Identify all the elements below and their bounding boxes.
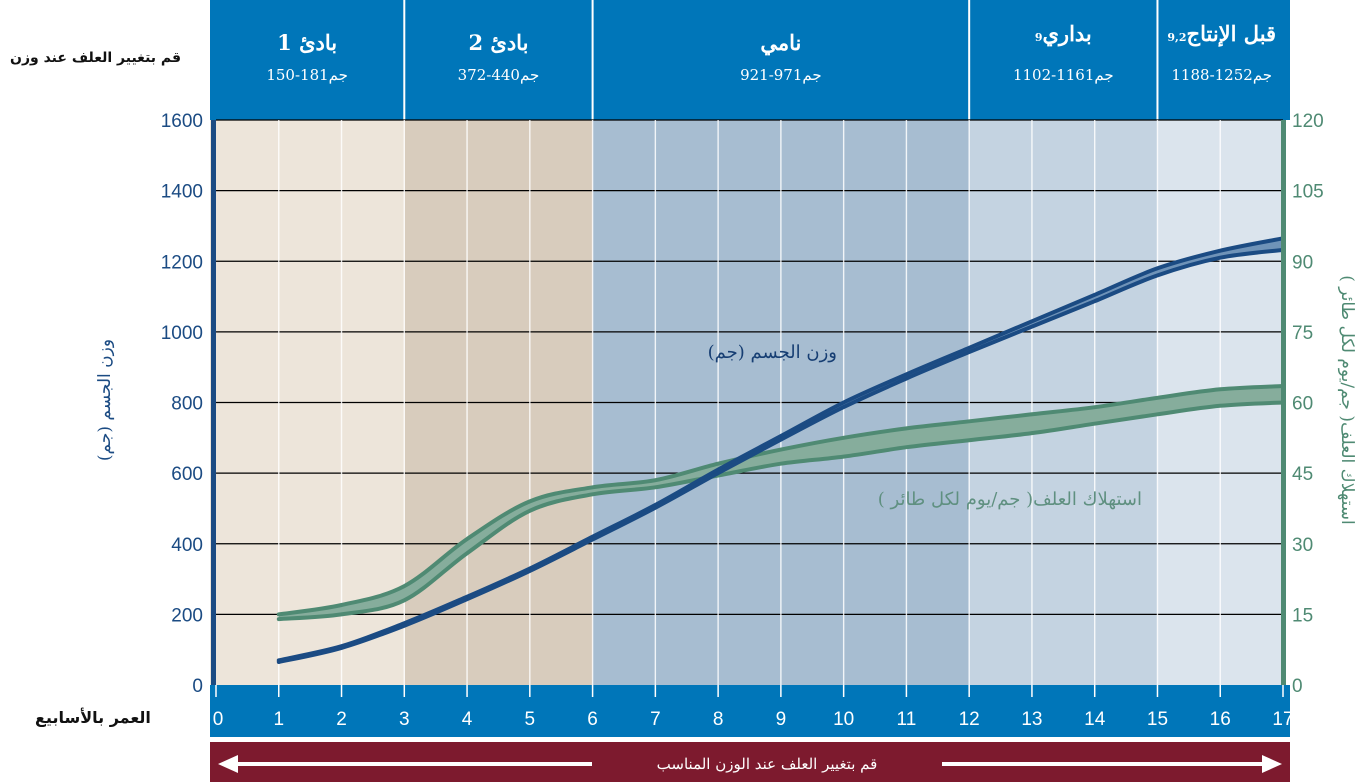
right-axis-bar xyxy=(1281,120,1286,685)
right-axis-title: استهلاك العلف( جم/يوم لكل طائر ) xyxy=(1337,275,1357,525)
y-tick-label-left: 1200 xyxy=(161,252,203,273)
feed-upper-line xyxy=(276,384,1285,617)
y-tick-label-right: 30 xyxy=(1292,535,1313,556)
y-tick-label-left: 800 xyxy=(171,394,203,415)
x-tick-label: 1 xyxy=(273,709,284,730)
x-tick-label: 4 xyxy=(462,709,473,730)
y-tick-label-right: 105 xyxy=(1292,182,1324,203)
phase-header-band xyxy=(210,0,1290,120)
y-tick-label-right: 120 xyxy=(1292,111,1324,132)
left-arrow xyxy=(218,755,592,773)
x-tick-label: 11 xyxy=(897,709,917,730)
x-tick-label: 9 xyxy=(776,709,787,730)
x-axis-ticks: 0 1 2 3 4 5 6 7 8 9 10 11 12 13 14 15 16 17 xyxy=(213,685,1294,730)
x-axis-title: العمر بالأسابيع xyxy=(35,708,151,727)
bottom-banner-text: قم بتغيير العلف عند الوزن المناسب xyxy=(657,755,878,773)
y-tick-label-right: 45 xyxy=(1292,464,1313,485)
x-tick-label: 13 xyxy=(1021,709,1042,730)
phase-name: نامي xyxy=(760,30,801,56)
y-tick-label-left: 400 xyxy=(171,535,203,556)
x-tick-label: 7 xyxy=(650,709,661,730)
x-tick-label: 16 xyxy=(1210,709,1231,730)
series-label-feed: استهلاك العلف( جم/يوم لكل طائر ) xyxy=(878,489,1142,510)
x-tick-label: 15 xyxy=(1147,709,1168,730)
y-tick-label-left: 1600 xyxy=(161,111,203,132)
x-tick-label: 8 xyxy=(713,709,724,730)
x-axis-bar xyxy=(210,685,1290,737)
x-tick-label: 10 xyxy=(833,709,854,730)
feed-lower-line xyxy=(276,400,1285,622)
y-tick-label-right: 60 xyxy=(1292,394,1313,415)
y-tick-label-left: 200 xyxy=(171,605,203,626)
phase-name: 9بداري xyxy=(1035,21,1092,47)
weight-lower-line xyxy=(276,247,1285,664)
y-tick-label-right: 15 xyxy=(1292,605,1313,626)
right-arrow xyxy=(942,755,1282,773)
phase-range: 372-440جم xyxy=(458,66,540,84)
phase-range: 1188-1252جم xyxy=(1171,66,1272,84)
series-bands xyxy=(276,236,1285,664)
phase-range: 921-971جم xyxy=(740,66,822,84)
y-tick-label-right: 75 xyxy=(1292,323,1313,344)
y-tick-label-right: 90 xyxy=(1292,252,1313,273)
y-tick-label-left: 600 xyxy=(171,464,203,485)
x-tick-label: 6 xyxy=(587,709,598,730)
x-tick-label: 12 xyxy=(959,709,980,730)
phase-range: 1102-1161جم xyxy=(1013,66,1114,84)
x-tick-label: 2 xyxy=(336,709,347,730)
grid-lines xyxy=(216,119,1283,685)
y-tick-label-left: 1000 xyxy=(161,323,203,344)
series-label-weight: وزن الجسم (جم) xyxy=(708,342,837,363)
x-tick-label: 14 xyxy=(1084,709,1106,730)
left-axis-title: وزن الجسم (جم) xyxy=(95,339,115,461)
y-tick-label-left: 0 xyxy=(192,676,203,697)
phase-range: 150-181جم xyxy=(266,66,348,84)
x-tick-label: 17 xyxy=(1272,709,1293,730)
y-tick-label-left: 1400 xyxy=(161,182,203,203)
y-tick-label-right: 0 xyxy=(1292,676,1303,697)
weight-upper-line xyxy=(276,236,1285,663)
x-tick-label: 0 xyxy=(213,709,224,730)
left-axis-ticks: 0 200 400 600 800 1000 1200 1400 1600 xyxy=(161,111,203,697)
side-note: قم بتغيير العلف عند وزن xyxy=(10,50,181,66)
phase-headers: بادئ 1 150-181جم بادئ 2 372-440جم نامي 921-97… xyxy=(266,0,1276,120)
phase-name: بادئ 1 xyxy=(277,30,337,55)
phase-name: بادئ 2 xyxy=(468,30,528,55)
left-axis-bar xyxy=(211,120,216,685)
right-axis-ticks: 0 15 30 45 60 75 90 105 120 xyxy=(1292,111,1324,697)
x-tick-label: 5 xyxy=(525,709,536,730)
x-tick-label: 3 xyxy=(399,709,410,730)
